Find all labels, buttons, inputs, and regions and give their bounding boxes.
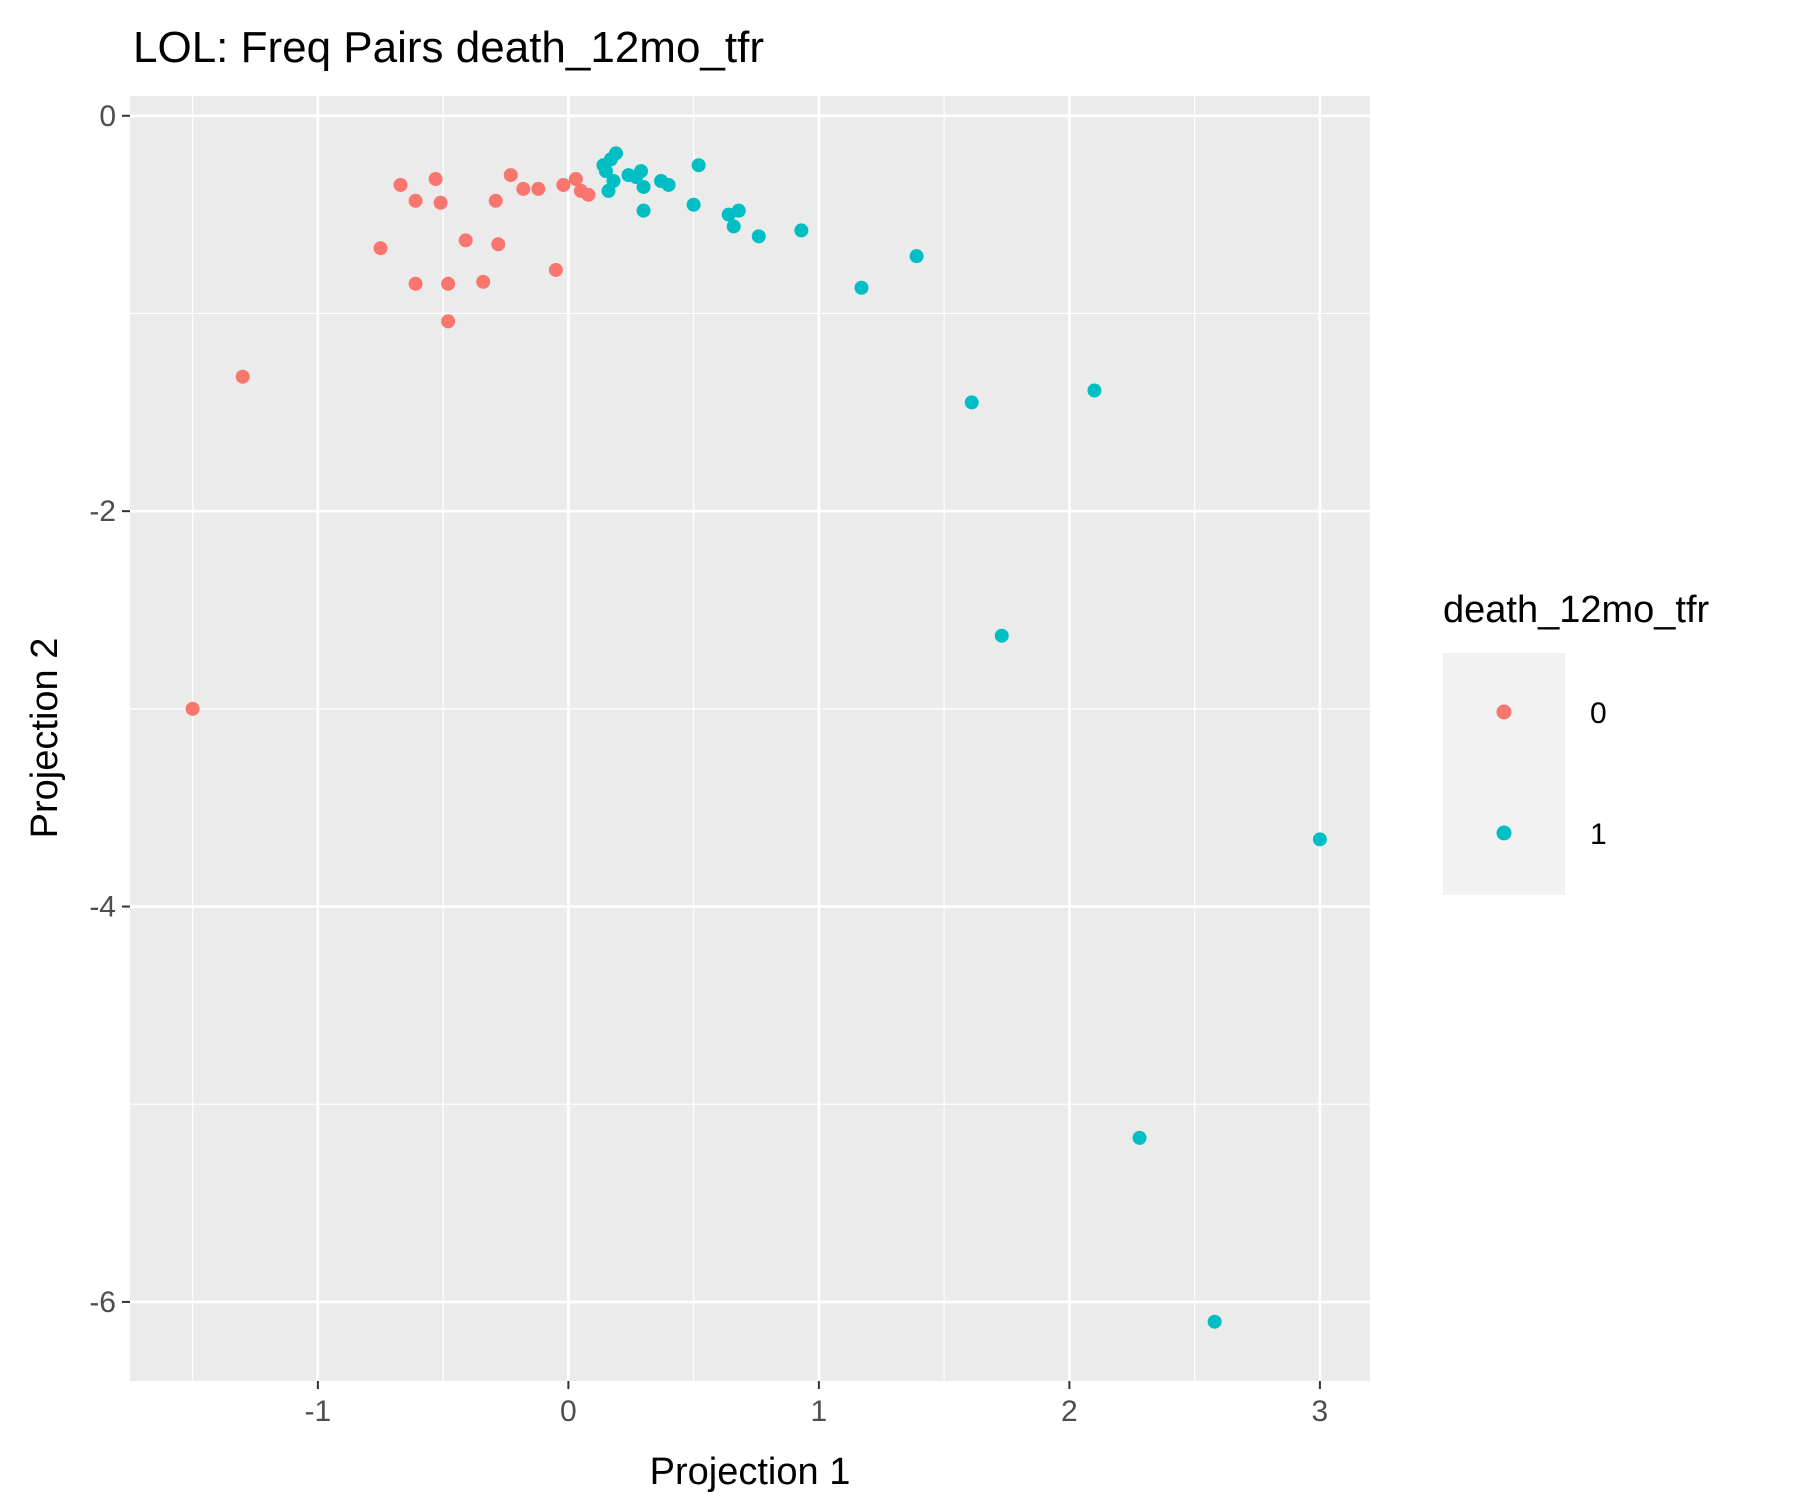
data-point-series-0	[408, 193, 423, 208]
legend-label-1: 1	[1590, 818, 1607, 851]
data-point-series-0	[441, 314, 456, 329]
data-point-series-0	[428, 172, 443, 187]
data-point-series-0	[373, 241, 388, 256]
data-point-series-1	[636, 179, 651, 194]
y-tick-label: 0	[99, 100, 116, 133]
x-tick-label: 3	[1312, 1395, 1329, 1428]
x-tick-label: 2	[1061, 1395, 1078, 1428]
data-point-series-0	[408, 276, 423, 291]
data-point-series-1	[731, 203, 746, 218]
x-tick-label: 0	[560, 1395, 577, 1428]
grid	[130, 96, 1370, 1381]
plot-panel	[130, 96, 1370, 1381]
data-point-series-1	[751, 229, 766, 244]
data-point-series-1	[994, 628, 1009, 643]
data-point-series-1	[606, 174, 621, 189]
data-point-series-0	[476, 274, 491, 289]
legend-key-background	[1443, 653, 1565, 895]
y-tick-label: -4	[89, 891, 116, 924]
y-tick-label: -2	[89, 495, 116, 528]
data-point-series-1	[794, 223, 809, 238]
data-point-series-1	[636, 203, 651, 218]
data-point-series-1	[691, 158, 706, 173]
x-tick-label: -1	[305, 1395, 332, 1428]
legend-key-0	[1496, 704, 1512, 720]
axes: -1 0 1 2 3 0 -2 -4 -6	[89, 100, 1328, 1428]
data-point-series-1	[634, 164, 649, 179]
data-point-series-0	[488, 193, 503, 208]
data-point-series-0	[531, 181, 546, 196]
data-point-series-1	[598, 164, 613, 179]
data-point-series-0	[393, 177, 408, 192]
data-point-series-1	[686, 197, 701, 212]
data-point-series-1	[854, 280, 869, 295]
y-tick-label: -6	[89, 1286, 116, 1319]
data-point-series-0	[548, 262, 563, 277]
data-point-series-1	[1087, 383, 1102, 398]
data-point-series-0	[503, 168, 518, 183]
data-point-series-0	[235, 369, 250, 384]
data-point-series-1	[608, 146, 623, 161]
data-point-series-0	[441, 276, 456, 291]
data-point-series-1	[909, 249, 924, 264]
data-point-series-1	[1207, 1314, 1222, 1329]
data-point-series-0	[491, 237, 506, 252]
legend-key-1	[1496, 825, 1512, 841]
points	[185, 146, 1327, 1329]
legend-title: death_12mo_tfr	[1443, 589, 1710, 631]
data-point-series-0	[516, 181, 531, 196]
data-point-series-1	[661, 177, 676, 192]
legend-label-0: 0	[1590, 697, 1607, 730]
data-point-series-0	[581, 187, 596, 202]
data-point-series-0	[568, 172, 583, 187]
x-tick-label: 1	[811, 1395, 828, 1428]
x-axis-title: Projection 1	[650, 1451, 851, 1493]
y-axis-title: Projection 2	[24, 638, 66, 839]
chart-title: LOL: Freq Pairs death_12mo_tfr	[133, 23, 764, 72]
data-point-series-0	[185, 701, 200, 716]
data-point-series-1	[964, 395, 979, 410]
data-point-series-1	[726, 219, 741, 234]
data-point-series-0	[458, 233, 473, 248]
data-point-series-0	[556, 177, 571, 192]
data-point-series-1	[1132, 1130, 1147, 1145]
legend-items: 01	[1496, 697, 1607, 851]
data-point-series-1	[1312, 832, 1327, 847]
data-point-series-0	[433, 195, 448, 210]
legend: death_12mo_tfr 01	[1443, 589, 1710, 895]
